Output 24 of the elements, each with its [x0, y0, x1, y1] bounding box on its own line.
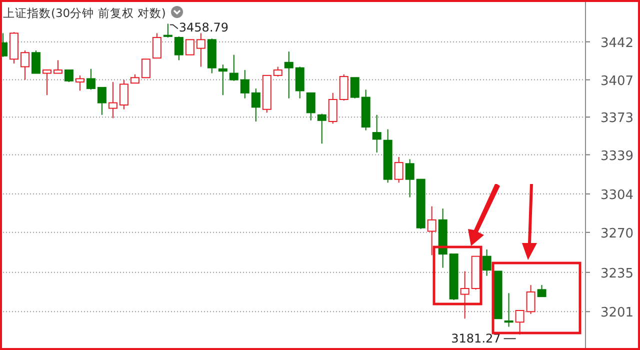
candlestick	[372, 114, 382, 154]
candlestick	[504, 292, 514, 328]
candlestick	[284, 51, 294, 99]
candlestick	[361, 89, 370, 131]
candlestick	[108, 81, 118, 119]
candlestick	[460, 270, 470, 320]
y-tick-label: 3304	[600, 188, 634, 203]
y-tick-label: 3201	[600, 306, 634, 321]
y-tick-label: 3339	[600, 148, 634, 164]
annotation: 3458.79	[178, 20, 229, 35]
text: 上证指数(30分钟 前复权 对数)	[3, 6, 166, 20]
candlestick	[240, 70, 250, 99]
candlestick	[196, 32, 206, 68]
candlestick	[295, 66, 304, 99]
y-tick-label: 3235	[600, 266, 634, 282]
y-tick-label: 3373	[600, 111, 634, 126]
candlestick	[482, 248, 492, 276]
y-tick-label: 3407	[600, 74, 634, 89]
y-tick-label: 3270	[600, 226, 634, 242]
candlestick	[438, 208, 448, 268]
y-tick-label: 3442	[600, 36, 634, 51]
annotation: 3181.27	[451, 332, 501, 346]
candlestick	[218, 64, 228, 96]
candlestick	[427, 206, 436, 256]
